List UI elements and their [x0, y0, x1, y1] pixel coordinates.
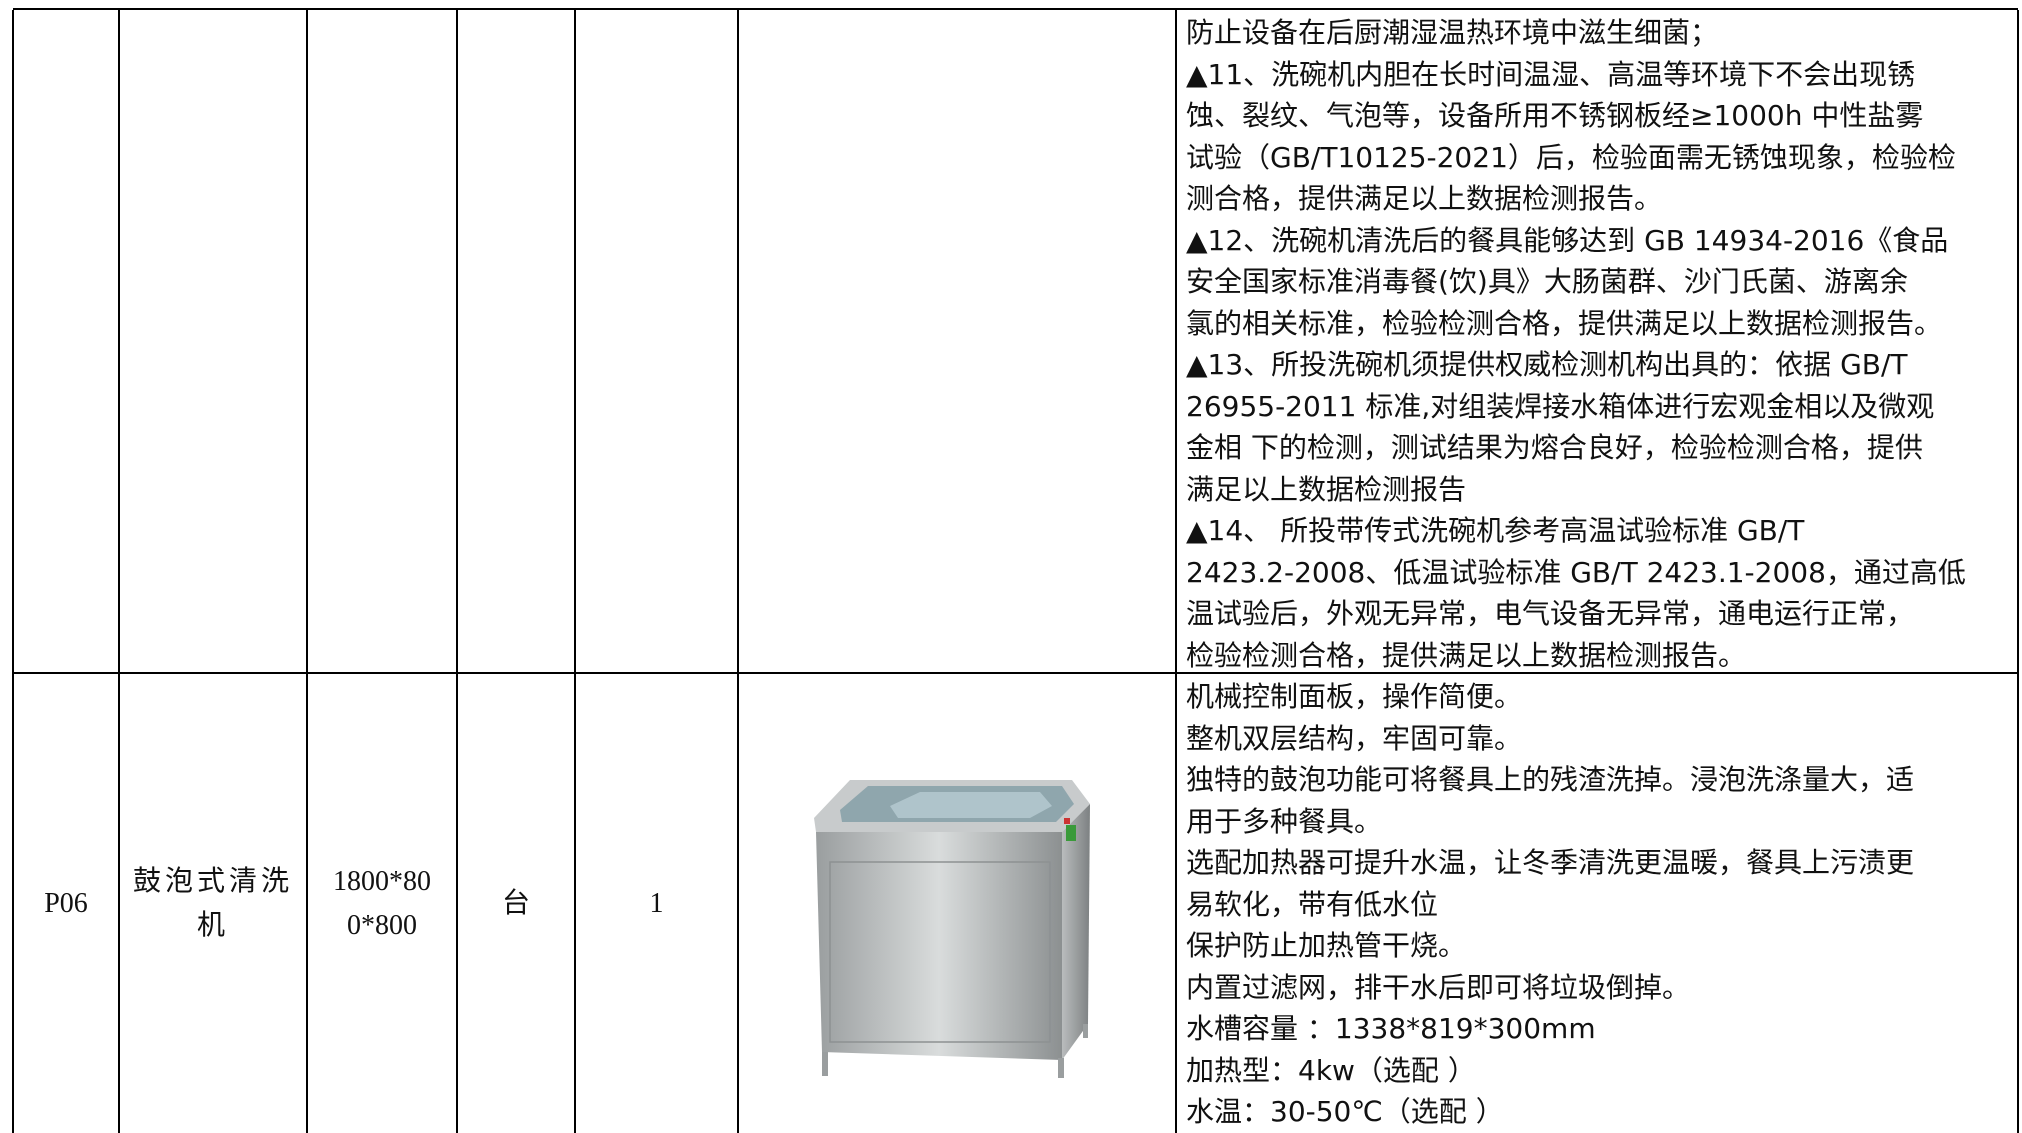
rule — [737, 10, 739, 1133]
item-name: 机 — [196, 909, 229, 941]
description-line: 加热型：4kw（选配 ） — [1186, 1053, 1476, 1087]
rule — [306, 10, 308, 1133]
description: 机械控制面板，操作简便。 整机双层结构，牢固可靠。独特的鼓泡功能可将餐具上的残渣洗… — [1186, 676, 2016, 1131]
description-line: 检验检测合格，提供满足以上数据检测报告。 — [1186, 638, 1747, 671]
description-line: 选配加热器可提升水温，让冬季清洗更温暖，餐具上污渍更 — [1186, 846, 1915, 879]
item-code: P06 — [44, 887, 88, 919]
qty-cell: 1 — [576, 674, 737, 1133]
product-image — [814, 780, 1090, 1078]
description-line: 温试验后，外观无异常，电气设备无异常，通电运行正常， — [1186, 597, 1915, 630]
description-line: 水槽容量 ：1338*819*300mm — [1186, 1012, 1596, 1045]
description-line: 水温：30-50℃（选配 ） — [1186, 1095, 1504, 1128]
rule — [456, 10, 458, 1133]
description-line: ▲14、 所投带传式洗碗机参考高温试验标准 GB/T — [1186, 514, 1805, 547]
description-line: 机械控制面板，操作简便。 — [1186, 680, 1523, 713]
item-size: 1800*80 — [333, 865, 431, 897]
description-line: ▲12、洗碗机清洗后的餐具能够达到 GB 14934-2016《食品 — [1186, 223, 1949, 257]
description-line: 试验（GB/T10125-2021）后，检验面需无锈蚀现象，检验检 — [1186, 140, 1956, 174]
rule — [574, 10, 576, 1133]
code-cell: P06 — [14, 674, 118, 1133]
description-line: 测合格，提供满足以上数据检测报告。 — [1186, 182, 1663, 215]
description-line: 满足以上数据检测报告 — [1186, 472, 1467, 506]
description-line: ▲11、洗碗机内胆在长时间温湿、高温等环境下不会出现锈 — [1186, 57, 1916, 91]
item-unit: 台 — [501, 887, 530, 919]
name-cell: 鼓泡式清洗机 — [120, 674, 306, 1133]
description-line: 保护防止加热管干烧。 — [1186, 929, 1467, 962]
description-line: 金相 下的检测，测试结果为熔合良好，检验检测合格，提供 — [1186, 431, 1923, 464]
rule — [12, 10, 14, 1133]
unit-cell: 台 — [458, 674, 574, 1133]
description-line: 蚀、裂纹、气泡等，设备所用不锈钢板经≥1000h 中性盐雾 — [1186, 99, 1924, 132]
item-name: 鼓泡式清洗 — [132, 865, 293, 897]
description-line: 2423.2-2008、低温试验标准 GB/T 2423.1-2008，通过高低 — [1186, 555, 1966, 589]
description-line: 防止设备在后厨潮湿温热环境中滋生细菌； — [1186, 16, 1719, 49]
rule — [2017, 10, 2019, 1133]
item-qty: 1 — [649, 887, 664, 919]
description-line: 26955-2011 标准,对组装焊接水箱体进行宏观金相以及微观 — [1186, 389, 1935, 423]
size-cell: 1800*80 0*800 — [308, 674, 456, 1133]
description: 防止设备在后厨潮湿温热环境中滋生细菌； ▲11、洗碗机内胆在长时间温湿、高温等环境… — [1186, 12, 2016, 670]
rule — [13, 8, 2018, 10]
rule — [118, 10, 120, 1133]
description-line: ▲13、所投洗碗机须提供权威检测机构出具的：依据 GB/T — [1186, 348, 1908, 381]
item-size: 0*800 — [347, 909, 417, 941]
description-line: 用于多种餐具。 — [1186, 804, 1383, 838]
description-line: 独特的鼓泡功能可将餐具上的残渣洗掉。浸泡洗涤量大，适 — [1186, 763, 1915, 796]
rule — [13, 672, 2018, 674]
description-line: 整机双层结构，牢固可靠。 — [1186, 721, 1523, 755]
description-line: 氯的相关标准，检验检测合格，提供满足以上数据检测报告。 — [1186, 306, 1943, 340]
description-line: 安全国家标准消毒餐(饮)具》大肠菌群、沙门氏菌、游离余 — [1186, 265, 1908, 298]
description-line: 内置过滤网，排干水后即可将垃圾倒掉。 — [1186, 970, 1691, 1004]
description-line: 易软化，带有低水位 — [1186, 887, 1439, 921]
rule — [1175, 10, 1177, 1133]
